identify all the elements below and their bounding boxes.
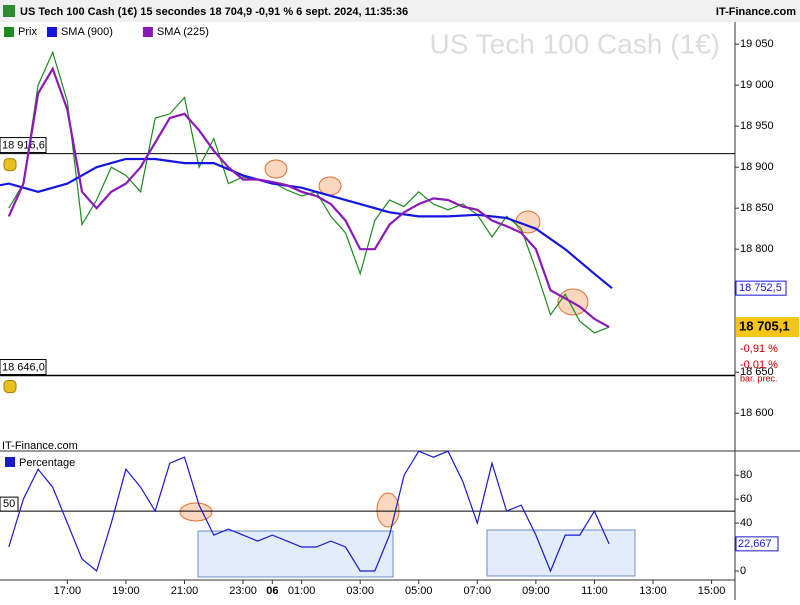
x-tick-label: 23:00: [229, 585, 257, 597]
x-tick-label: 21:00: [171, 585, 199, 597]
y-tick-label: 18 950: [740, 120, 774, 132]
header-bar: [0, 0, 800, 22]
level-label-box: [0, 137, 47, 154]
x-tick-label: 07:00: [464, 585, 492, 597]
legend-label[interactable]: SMA (225): [157, 26, 209, 38]
x-tick-label: 03:00: [346, 585, 374, 597]
osc-level-box: [0, 496, 19, 512]
osc-tick-label: 0: [740, 565, 746, 577]
price-label: 18 705,1: [739, 318, 790, 333]
x-tick-label: 17:00: [54, 585, 82, 597]
x-tick-label: 01:00: [288, 585, 316, 597]
x-tick-label: 11:00: [581, 585, 608, 597]
lower-source: IT-Finance.com: [2, 440, 78, 452]
zones: [197, 529, 636, 578]
x-tick-label: 15:00: [698, 585, 726, 597]
osc-last-label: 22,667: [738, 538, 772, 550]
osc-line: [8, 450, 610, 573]
level-label: 18 646,0: [2, 361, 45, 373]
watermark: US Tech 100 Cash (1€): [429, 28, 720, 59]
y-tick-label: 18 900: [740, 161, 774, 173]
level-label: 18 916,6: [2, 139, 45, 151]
header-title: US Tech 100 Cash (1€) 15 secondes 18 704…: [20, 6, 408, 18]
header-icon: [3, 5, 15, 17]
y-tick-label: 19 000: [740, 79, 774, 91]
legend-swatch: [142, 27, 153, 37]
osc-legend-swatch: [5, 457, 15, 467]
y-tick-label: 18 650: [740, 366, 774, 378]
level-label-box: [0, 359, 47, 376]
x-tick-label: 06: [266, 585, 278, 597]
legend: Prix SMA (900) SMA (225): [4, 26, 209, 38]
y-tick-label: 18 800: [740, 243, 774, 255]
legend-swatch: [46, 27, 57, 37]
osc-tick-label: 80: [740, 469, 752, 481]
x-tick-label: 13:00: [639, 585, 667, 597]
x-tick-label: 05:00: [405, 585, 433, 597]
change-label: -0,01 %: [740, 359, 778, 371]
y-tick-label: 19 050: [740, 38, 774, 50]
price-box: [736, 317, 799, 338]
osc-last-box: [735, 536, 779, 552]
legend-swatch: [4, 27, 14, 37]
x-tick-label: 19:00: [112, 585, 140, 597]
alert-bell: [3, 158, 17, 172]
legend-label[interactable]: Prix: [18, 26, 37, 38]
change-label: -0,91 %: [740, 343, 778, 355]
x-tick-label: 09:00: [522, 585, 550, 597]
header-source: IT-Finance.com: [716, 6, 796, 18]
sma-last-box: [735, 280, 787, 296]
sma-last-label: 18 752,5: [739, 282, 782, 294]
alert-bell: [3, 380, 17, 394]
osc-level-label: 50: [3, 498, 15, 510]
series-line: [0, 157, 613, 290]
change-label: bar. prec.: [740, 373, 778, 383]
osc-legend-label: Percentage: [19, 457, 75, 469]
osc-tick-label: 40: [740, 517, 752, 529]
y-tick-label: 18 600: [740, 407, 774, 419]
y-tick-label: 18 850: [740, 202, 774, 214]
legend-label[interactable]: SMA (900): [61, 26, 113, 38]
series-line: [7, 66, 610, 329]
osc-tick-label: 60: [740, 493, 752, 505]
